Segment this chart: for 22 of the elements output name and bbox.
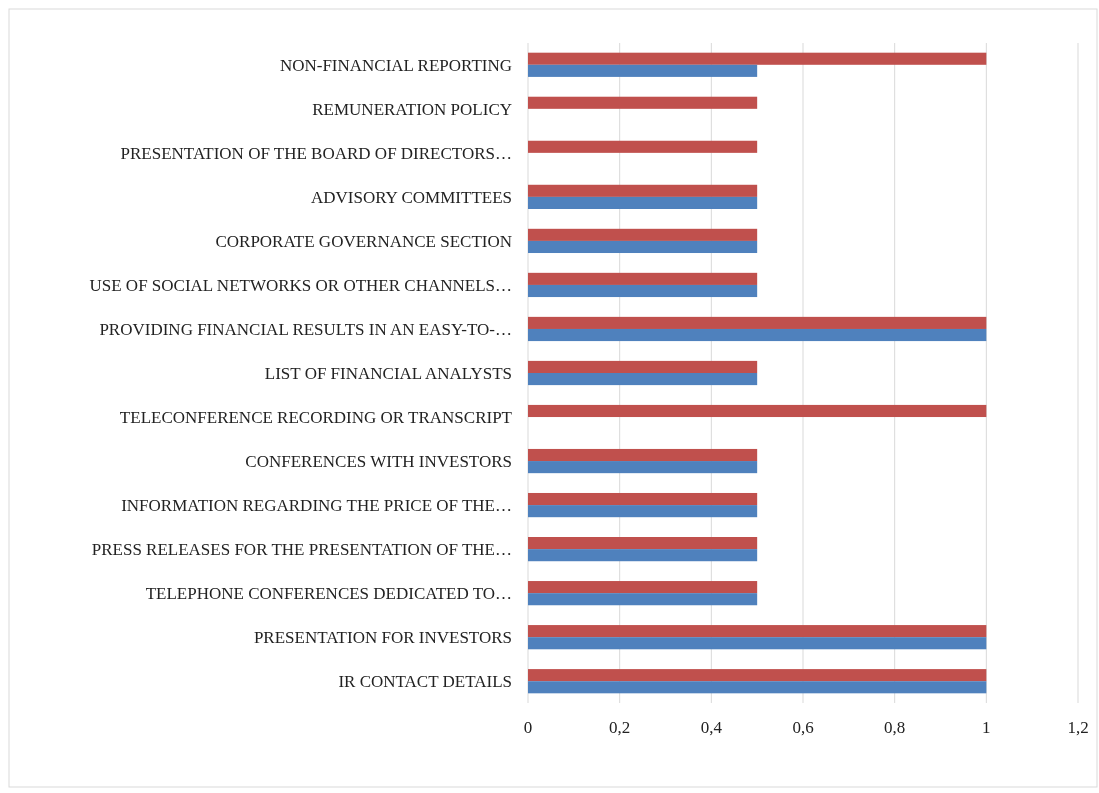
y-tick-label: NON-FINANCIAL REPORTING — [279, 55, 512, 75]
y-tick-label: TELEPHONE CONFERENCES DEDICATED TO… — [145, 584, 512, 604]
y-tick-label: LIST OF FINANCIAL ANALYSTS — [264, 363, 512, 383]
y-tick-label: REMUNERATION POLICY — [312, 99, 512, 119]
y-tick-label: PRESENTATION OF THE BOARD OF DIRECTORS… — [120, 143, 512, 163]
x-tick-label: 0 — [523, 718, 533, 737]
x-tick-label: 0,6 — [792, 718, 814, 737]
y-tick-label: CORPORATE GOVERNANCE SECTION — [215, 231, 512, 251]
y-tick-label: TELECONFERENCE RECORDING OR TRANSCRIPT — [119, 407, 513, 427]
y-tick-label: IR CONTACT DETAILS — [338, 672, 512, 692]
y-tick-label: PRESS RELEASES FOR THE PRESENTATION OF THE… — [91, 540, 512, 560]
x-tick-label: 0,8 — [884, 718, 906, 737]
y-tick-label: USE OF SOCIAL NETWORKS OR OTHER CHANNELS… — [89, 275, 512, 295]
x-tick-label: 1 — [982, 718, 991, 737]
y-tick-label: INFORMATION REGARDING THE PRICE OF THE… — [121, 496, 512, 516]
y-tick-label: PRESENTATION FOR INVESTORS — [253, 628, 512, 648]
x-tick-label: 0,4 — [700, 718, 723, 737]
y-tick-label: ADVISORY COMMITTEES — [310, 187, 512, 207]
x-tick-label: 0,2 — [609, 718, 631, 737]
x-tick-label: 1,2 — [1067, 718, 1089, 737]
y-tick-label: CONFERENCES WITH INVESTORS — [245, 452, 512, 472]
y-tick-label: PROVIDING FINANCIAL RESULTS IN AN EASY-TO-… — [99, 319, 512, 339]
